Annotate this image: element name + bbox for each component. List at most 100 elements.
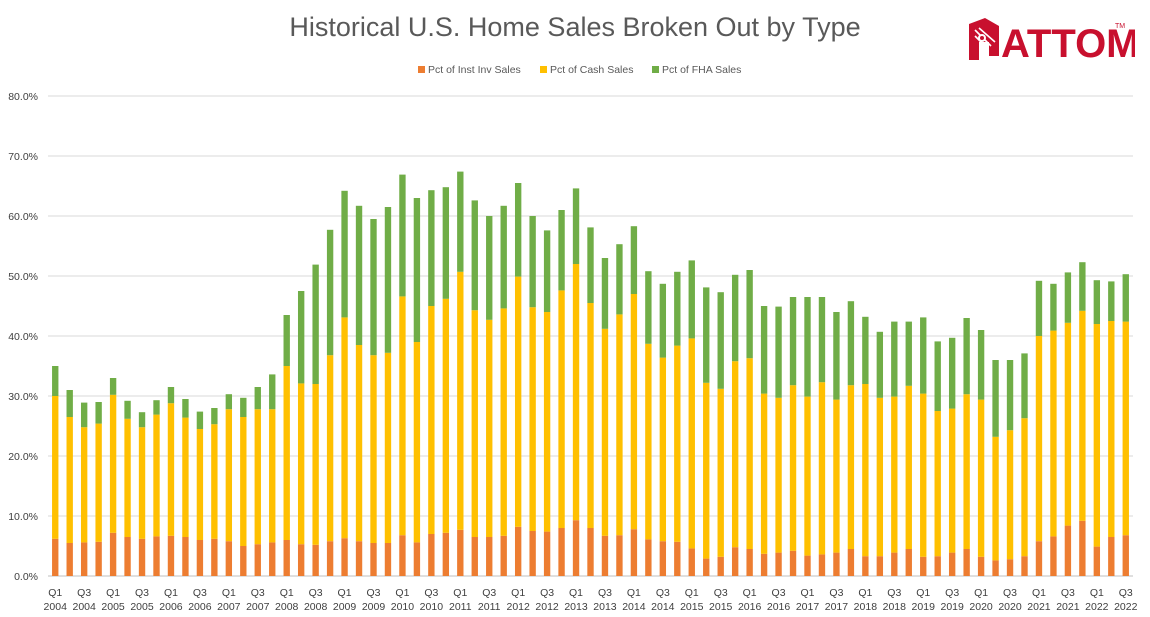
x-tick-year: 2013 bbox=[564, 601, 588, 613]
bar-segment-cash bbox=[457, 271, 464, 530]
bar-segment-inst-inv bbox=[876, 556, 884, 576]
bar-segment-fha bbox=[240, 397, 247, 417]
bar-segment-inst-inv bbox=[948, 552, 956, 576]
x-tick-year: 2008 bbox=[304, 601, 328, 613]
logo-trademark: TM bbox=[1115, 23, 1125, 30]
bar-segment-cash bbox=[211, 424, 218, 539]
bar-segment-inst-inv bbox=[1108, 537, 1115, 576]
bar-segment-inst-inv bbox=[775, 552, 782, 576]
bar-segment-inst-inv bbox=[370, 543, 377, 576]
x-tick-year: 2010 bbox=[391, 601, 415, 613]
bar-segment-fha bbox=[746, 270, 753, 359]
x-tick-quarter: Q3 bbox=[829, 587, 843, 599]
x-tick-quarter: Q1 bbox=[974, 587, 988, 599]
bar-segment-cash bbox=[775, 397, 782, 553]
x-tick-year: 2004 bbox=[72, 601, 96, 613]
bar-segment-cash bbox=[109, 394, 117, 533]
x-tick-year: 2020 bbox=[998, 601, 1022, 613]
bar-segment-cash bbox=[312, 384, 319, 545]
bar-segment-fha bbox=[355, 205, 363, 345]
bar-segment-inst-inv bbox=[1122, 535, 1129, 576]
bar-segment-cash bbox=[905, 385, 912, 549]
x-tick-year: 2012 bbox=[535, 601, 559, 613]
bar-segment-cash bbox=[326, 355, 334, 542]
x-tick-year: 2011 bbox=[449, 601, 472, 613]
bar-segment-inst-inv bbox=[616, 535, 623, 576]
bar-segment-inst-inv bbox=[211, 538, 218, 576]
x-tick-year: 2004 bbox=[44, 601, 68, 613]
bar-segment-fha bbox=[891, 321, 898, 397]
legend-swatch bbox=[652, 66, 659, 73]
bar-segment-cash bbox=[862, 384, 869, 557]
bar-segment-inst-inv bbox=[457, 529, 464, 576]
bar-segment-cash bbox=[153, 414, 160, 537]
bar-segment-fha bbox=[630, 226, 638, 294]
bar-segment-inst-inv bbox=[688, 548, 695, 576]
x-tick-quarter: Q1 bbox=[858, 587, 872, 599]
bar-segment-cash bbox=[269, 409, 276, 543]
bar-segment-inst-inv bbox=[746, 549, 753, 576]
bar-segment-inst-inv bbox=[355, 541, 363, 576]
bar-segment-inst-inv bbox=[52, 538, 59, 576]
bar-segment-inst-inv bbox=[847, 549, 855, 576]
bar-segment-cash bbox=[659, 357, 667, 542]
bar-segment-cash bbox=[240, 417, 247, 546]
bar-segment-fha bbox=[789, 297, 797, 386]
bar-segment-fha bbox=[1064, 272, 1072, 323]
bar-segment-fha bbox=[688, 260, 695, 339]
x-tick-year: 2019 bbox=[940, 601, 964, 613]
bar-segment-fha bbox=[182, 399, 189, 418]
x-tick-quarter: Q3 bbox=[656, 587, 670, 599]
bar-segment-cash bbox=[891, 396, 898, 553]
bar-segment-fha bbox=[731, 274, 739, 362]
bar-segment-inst-inv bbox=[905, 549, 912, 576]
bar-segment-fha bbox=[66, 390, 73, 417]
bar-segment-inst-inv bbox=[645, 539, 652, 576]
bar-segment-cash bbox=[341, 317, 348, 539]
bar-segment-fha bbox=[977, 330, 985, 400]
bar-segment-fha bbox=[109, 378, 117, 395]
x-tick-quarter: Q3 bbox=[366, 587, 380, 599]
bar-segment-fha bbox=[326, 229, 334, 356]
bar-segment-fha bbox=[775, 306, 782, 398]
bar-segment-cash bbox=[876, 397, 884, 557]
bar-segment-inst-inv bbox=[428, 534, 435, 576]
bar-segment-fha bbox=[153, 400, 160, 415]
bar-segment-inst-inv bbox=[1079, 520, 1086, 576]
x-tick-year: 2016 bbox=[738, 601, 762, 613]
x-tick-year: 2009 bbox=[333, 601, 357, 613]
x-tick-quarter: Q3 bbox=[540, 587, 554, 599]
x-tick-year: 2016 bbox=[767, 601, 791, 613]
bar-segment-fha bbox=[500, 205, 507, 309]
bar-segment-cash bbox=[529, 307, 536, 531]
attom-logo: ATTOM TM bbox=[965, 16, 1140, 66]
bar-segment-inst-inv bbox=[587, 528, 594, 576]
bar-segment-inst-inv bbox=[760, 553, 768, 576]
x-tick-quarter: Q1 bbox=[1032, 587, 1046, 599]
bar-segment-fha bbox=[992, 360, 999, 437]
bar-segment-fha bbox=[717, 292, 724, 389]
bar-segment-cash bbox=[977, 399, 985, 557]
bar-segment-fha bbox=[1006, 360, 1014, 431]
bar-segment-fha bbox=[1079, 262, 1086, 311]
bar-segment-inst-inv bbox=[804, 555, 811, 576]
bar-segment-fha bbox=[920, 317, 927, 394]
bar-segment-fha bbox=[963, 318, 970, 395]
bar-segment-inst-inv bbox=[182, 537, 189, 576]
bar-segment-inst-inv bbox=[66, 543, 73, 576]
bar-segment-cash bbox=[804, 396, 811, 556]
bar-segment-cash bbox=[52, 396, 59, 539]
bar-segment-inst-inv bbox=[399, 535, 406, 576]
x-tick-quarter: Q3 bbox=[945, 587, 959, 599]
bar-segment-fha bbox=[80, 402, 88, 428]
bar-segment-cash bbox=[558, 290, 565, 528]
bar-segment-cash bbox=[413, 342, 421, 543]
x-tick-year: 2011 bbox=[478, 601, 501, 613]
y-tick-label: 60.0% bbox=[8, 211, 38, 223]
bar-segment-inst-inv bbox=[326, 541, 334, 576]
bar-segment-cash bbox=[717, 388, 724, 557]
legend-swatch bbox=[418, 66, 425, 73]
x-tick-quarter: Q1 bbox=[627, 587, 641, 599]
bar-segment-fha bbox=[196, 411, 204, 429]
x-tick-year: 2007 bbox=[246, 601, 270, 613]
